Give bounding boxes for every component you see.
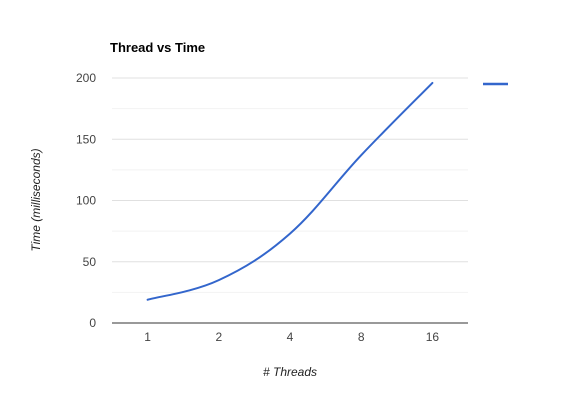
y-axis-ticks: 0 50 100 150 200 — [76, 71, 96, 330]
x-tick-label: 2 — [215, 330, 222, 344]
y-tick-label: 200 — [76, 71, 96, 85]
y-tick-label: 50 — [83, 255, 97, 269]
x-axis-ticks: 1 2 4 8 16 — [144, 330, 439, 344]
y-tick-label: 100 — [76, 194, 96, 208]
chart-title: Thread vs Time — [110, 40, 205, 55]
y-axis-label: Time (milliseconds) — [29, 148, 43, 251]
y-tick-label: 150 — [76, 132, 96, 146]
x-tick-label: 16 — [426, 330, 440, 344]
y-tick-label: 0 — [89, 316, 96, 330]
x-axis-label: # Threads — [263, 365, 317, 379]
series-layer — [146, 81, 434, 301]
x-tick-label: 4 — [287, 330, 294, 344]
x-tick-label: 8 — [358, 330, 365, 344]
x-tick-label: 1 — [144, 330, 151, 344]
gridlines — [112, 77, 468, 324]
series-line — [146, 81, 434, 301]
